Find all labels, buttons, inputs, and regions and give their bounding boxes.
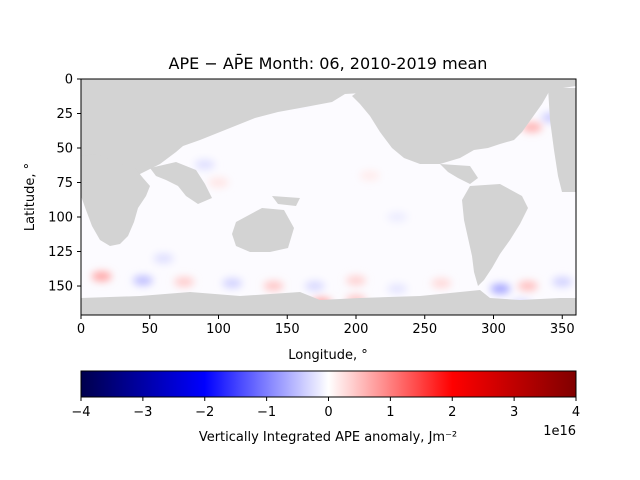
colorbar-tick-label: −1 (257, 405, 276, 420)
x-tick-label: 150 (275, 322, 300, 337)
landmass-south-america (462, 184, 528, 286)
plot-area (81, 79, 576, 315)
anomaly-cell (132, 275, 153, 286)
anomaly-cell (194, 159, 215, 170)
landmass-eurasia-west (81, 79, 380, 178)
anomaly-cell (431, 278, 452, 289)
x-tick-label: 200 (344, 322, 369, 337)
anomaly-cell (91, 271, 112, 282)
colorbar-axis: −4 −3 −2 −1 0 1 2 3 4 (71, 397, 580, 420)
y-tick-label: 125 (48, 245, 73, 260)
colorbar-tick-label: 4 (572, 405, 580, 420)
y-tick-label: 150 (48, 280, 73, 295)
y-axis: 0 25 50 75 100 125 150 (48, 73, 81, 295)
anomaly-cell (263, 281, 284, 292)
landmass-north-america (352, 79, 576, 164)
anomaly-cell (304, 281, 325, 292)
anomaly-cell (222, 278, 243, 289)
landmass-new-guinea (272, 196, 300, 206)
colorbar-tick-label: −2 (195, 405, 214, 420)
y-tick-label: 100 (48, 211, 73, 226)
colorbar-scale-note: 1e16 (543, 424, 576, 439)
anomaly-cell (517, 281, 538, 292)
anomaly-cell (208, 177, 229, 188)
land-mask (81, 79, 576, 315)
y-axis-label: Latitude, ° (23, 163, 38, 231)
colorbar-tick-label: 0 (324, 405, 332, 420)
y-tick-label: 25 (56, 107, 73, 122)
x-tick-label: 350 (550, 322, 575, 337)
anomaly-cell (359, 170, 380, 181)
landmass-southeast-asia (150, 162, 212, 204)
colorbar-label: Vertically Integrated APE anomaly, Jm⁻² (199, 430, 457, 445)
colorbar-tick-label: 3 (510, 405, 518, 420)
landmass-antarctica (81, 290, 576, 315)
x-axis-label: Longitude, ° (288, 348, 367, 363)
colorbar (80, 370, 577, 398)
colorbar-tick-label: 2 (448, 405, 456, 420)
anomaly-cell (387, 212, 408, 223)
chart-title: APE − AP̄E Month: 06, 2010-2019 mean (169, 54, 488, 73)
plot-frame (80, 78, 577, 316)
x-tick-label: 300 (481, 322, 506, 337)
x-tick-label: 0 (77, 322, 85, 337)
colorbar-tick-label: −4 (71, 405, 90, 420)
anomaly-cell (552, 276, 573, 287)
landmass-africa (81, 154, 150, 246)
colorbar-tick-label: −3 (133, 405, 152, 420)
landmass-central-america (440, 164, 478, 184)
colorbar-tick-label: 1 (386, 405, 394, 420)
y-tick-label: 50 (56, 142, 73, 157)
x-tick-label: 250 (412, 322, 437, 337)
landmass-greenland (548, 88, 576, 192)
y-tick-label: 75 (56, 176, 73, 191)
anomaly-cell (490, 283, 511, 294)
x-tick-label: 100 (206, 322, 231, 337)
anomaly-cell (346, 275, 366, 286)
y-tick-label: 0 (65, 73, 73, 88)
anomaly-cell (174, 276, 195, 287)
x-axis: 0 50 100 150 200 250 300 350 (77, 315, 575, 337)
anomaly-cell (387, 283, 408, 294)
landmass-australia (232, 208, 294, 252)
x-tick-label: 50 (141, 322, 158, 337)
anomaly-cell (153, 253, 174, 264)
